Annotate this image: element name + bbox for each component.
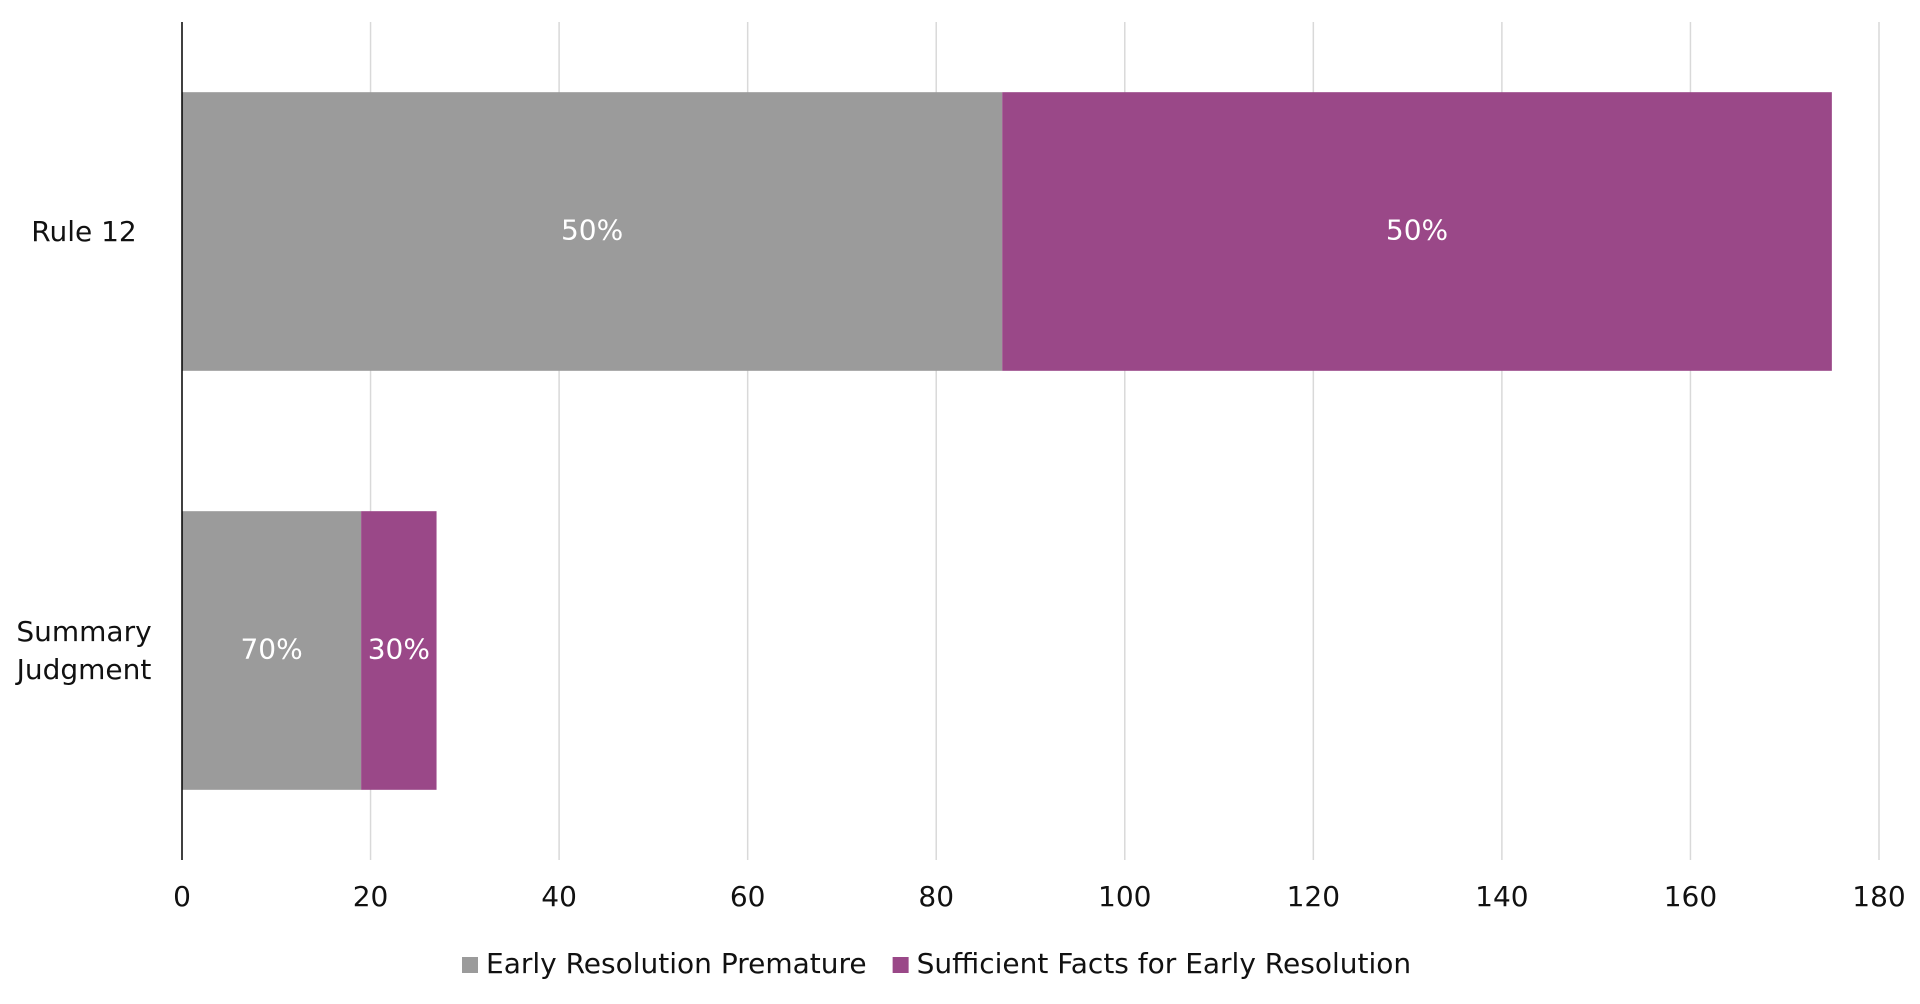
data-label: 50% xyxy=(1386,214,1448,247)
x-tick-label: 80 xyxy=(918,880,954,913)
x-tick-label: 20 xyxy=(353,880,389,913)
y-tick-label: Rule 12 xyxy=(4,213,164,251)
legend-label: Sufficient Facts for Early Resolution xyxy=(917,947,1411,980)
y-tick-label: Summary Judgment xyxy=(4,613,164,689)
x-tick-label: 120 xyxy=(1287,880,1340,913)
x-tick-label: 140 xyxy=(1475,880,1528,913)
x-tick-label: 180 xyxy=(1852,880,1905,913)
legend-label: Early Resolution Premature xyxy=(486,947,867,980)
x-tick-label: 0 xyxy=(173,880,191,913)
legend-swatch xyxy=(893,957,909,973)
chart: 0 20 40 60 80 100 120 140 160 180 50% 50% 70% 30% Earl… xyxy=(0,0,1920,1004)
data-label: 70% xyxy=(240,633,302,666)
x-tick-label: 160 xyxy=(1664,880,1717,913)
x-tick-label: 40 xyxy=(541,880,577,913)
data-label: 50% xyxy=(561,214,623,247)
legend-swatch xyxy=(462,957,478,973)
x-tick-label: 100 xyxy=(1098,880,1151,913)
data-label: 30% xyxy=(368,633,430,666)
chart-page: 0 20 40 60 80 100 120 140 160 180 50% 50% 70% 30% Earl… xyxy=(0,0,1920,1004)
x-tick-label: 60 xyxy=(730,880,766,913)
